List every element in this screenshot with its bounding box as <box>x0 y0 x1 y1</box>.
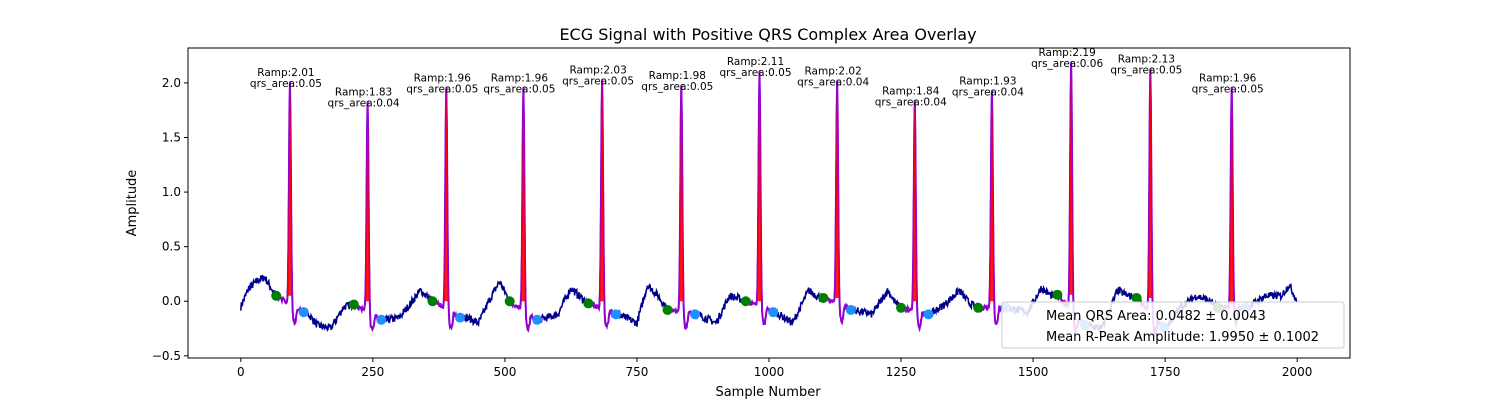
beat-8-offset-marker <box>845 304 856 315</box>
plot-area: Ramp:2.01qrs_area:0.05Ramp:1.83qrs_area:… <box>240 47 1298 338</box>
beat-11-label-ramp: Ramp:2.19 <box>1038 47 1095 59</box>
legend: Mean QRS Area: 0.0482 ± 0.0043 Mean R-Pe… <box>1001 301 1345 349</box>
beat-4-label-qrs-area: qrs_area:0.05 <box>483 83 555 95</box>
beat-2-label-qrs-area: qrs_area:0.04 <box>328 97 400 109</box>
x-tick-label-1000: 1000 <box>754 365 785 379</box>
beat-7-onset-marker <box>740 296 751 307</box>
x-tick-label-250: 250 <box>361 365 384 379</box>
beat-4-label-ramp: Ramp:1.96 <box>491 72 549 84</box>
beat-3-offset-marker <box>455 312 466 323</box>
beat-3-label-ramp: Ramp:1.96 <box>414 72 472 84</box>
y-tick-label-2: 0.5 <box>162 240 181 254</box>
y-tick-label-0: −0.5 <box>152 349 181 363</box>
legend-entry-r-peak-amplitude: Mean R-Peak Amplitude: 1.9950 ± 0.1002 <box>1046 330 1319 345</box>
beat-7-offset-marker <box>768 307 779 318</box>
beat-5-onset-marker <box>583 298 594 309</box>
beat-2-qrs-area-fill <box>365 101 370 302</box>
y-tick-label-5: 2.0 <box>162 76 181 90</box>
beat-10-qrs-area-fill <box>989 90 995 302</box>
beat-7-qrs-area-fill <box>756 70 762 302</box>
y-axis-label: Amplitude <box>125 170 140 237</box>
beat-12-label-qrs-area: qrs_area:0.05 <box>1110 65 1182 77</box>
x-tick-label-1750: 1750 <box>1150 365 1181 379</box>
x-tick-label-1250: 1250 <box>886 365 917 379</box>
x-tick-label-0: 0 <box>237 365 245 379</box>
beat-13-label-qrs-area: qrs_area:0.05 <box>1192 83 1264 95</box>
beat-4-offset-marker <box>532 314 543 325</box>
beat-10-label-qrs-area: qrs_area:0.04 <box>952 87 1024 99</box>
beat-6-label-qrs-area: qrs_area:0.05 <box>641 81 713 93</box>
beat-10-onset-marker <box>973 302 984 313</box>
beat-8-qrs-area-fill <box>835 80 840 298</box>
beat-2-offset-marker <box>376 314 387 325</box>
beat-13-label-ramp: Ramp:1.96 <box>1199 72 1257 84</box>
legend-entry-qrs-area: Mean QRS Area: 0.0482 ± 0.0043 <box>1046 309 1266 324</box>
y-tick-label-3: 1.0 <box>162 185 181 199</box>
beat-7-label-qrs-area: qrs_area:0.05 <box>719 67 791 79</box>
beat-6-qrs-area-fill <box>679 85 684 302</box>
beat-4-onset-marker <box>504 296 515 307</box>
y-tick-label-1: 0.0 <box>162 294 181 308</box>
beat-6-offset-marker <box>690 309 701 320</box>
axes: 0 250 500 750 1000 1250 1500 1750 2000 −0.5 0.0 0.5… <box>152 47 1351 379</box>
beat-8-onset-marker <box>818 292 829 303</box>
legend-box <box>1001 301 1345 349</box>
beat-9-label-ramp: Ramp:1.84 <box>882 85 940 97</box>
beat-9-qrs-area-fill <box>912 100 917 302</box>
beat-12-onset-marker <box>1131 292 1142 303</box>
x-tick-label-2000: 2000 <box>1282 365 1313 379</box>
beat-1-label-qrs-area: qrs_area:0.05 <box>250 78 322 90</box>
y-tick-label-4: 1.5 <box>162 131 181 145</box>
x-axis-label: Sample Number <box>715 385 821 400</box>
beat-11-qrs-area-fill <box>1069 62 1073 295</box>
beat-1-onset-marker <box>271 290 282 301</box>
beat-9-offset-marker <box>923 309 934 320</box>
beat-10-label-ramp: Ramp:1.93 <box>959 76 1016 88</box>
beat-5-offset-marker <box>610 309 621 320</box>
beat-1-offset-marker <box>298 307 309 318</box>
beat-2-label-ramp: Ramp:1.83 <box>335 86 392 98</box>
beat-12-qrs-area-fill <box>1148 68 1153 298</box>
beat-1-qrs-area-fill <box>287 81 293 296</box>
beat-9-onset-marker <box>896 302 907 313</box>
beat-6-onset-marker <box>662 304 673 315</box>
x-tick-label-500: 500 <box>493 365 516 379</box>
beat-3-qrs-area-fill <box>444 87 449 302</box>
beat-3-onset-marker <box>427 296 438 307</box>
beat-5-label-ramp: Ramp:2.03 <box>569 65 626 77</box>
beat-4-qrs-area-fill <box>521 87 526 302</box>
beat-7-label-ramp: Ramp:2.11 <box>727 56 784 68</box>
beat-5-qrs-area-fill <box>599 79 605 302</box>
beat-11-label-qrs-area: qrs_area:0.06 <box>1031 58 1103 70</box>
x-tick-label-750: 750 <box>626 365 649 379</box>
chart-title: ECG Signal with Positive QRS Complex Are… <box>559 25 976 44</box>
x-tick-label-1500: 1500 <box>1018 365 1049 379</box>
beat-6-label-ramp: Ramp:1.98 <box>649 70 706 82</box>
beat-1-label-ramp: Ramp:2.01 <box>257 67 314 79</box>
beat-11-onset-marker <box>1052 289 1063 300</box>
beat-8-label-ramp: Ramp:2.02 <box>804 66 861 78</box>
beat-13-qrs-area-fill <box>1229 87 1234 302</box>
beat-8-label-qrs-area: qrs_area:0.04 <box>797 77 869 89</box>
beat-5-label-qrs-area: qrs_area:0.05 <box>562 76 634 88</box>
beat-3-label-qrs-area: qrs_area:0.05 <box>406 83 478 95</box>
beat-9-label-qrs-area: qrs_area:0.04 <box>875 96 947 108</box>
beat-2-onset-marker <box>348 299 359 310</box>
beat-12-label-ramp: Ramp:2.13 <box>1118 54 1175 66</box>
